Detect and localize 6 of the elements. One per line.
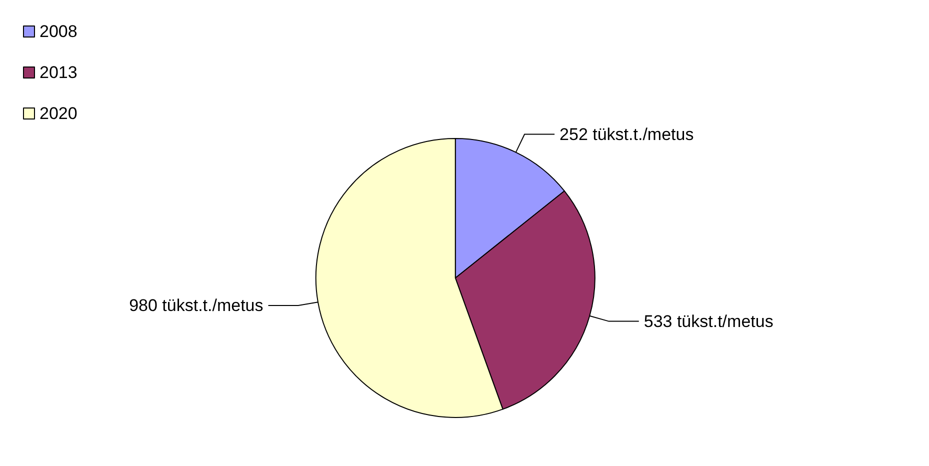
legend-label: 2020	[40, 104, 78, 123]
legend-label: 2008	[40, 22, 78, 41]
legend-label: 2013	[40, 63, 78, 82]
data-label: 252 tükst.t./metus	[560, 124, 694, 144]
data-label: 533 tükst.t/metus	[644, 312, 774, 331]
data-label: 980 tükst.t./metus	[129, 296, 264, 316]
